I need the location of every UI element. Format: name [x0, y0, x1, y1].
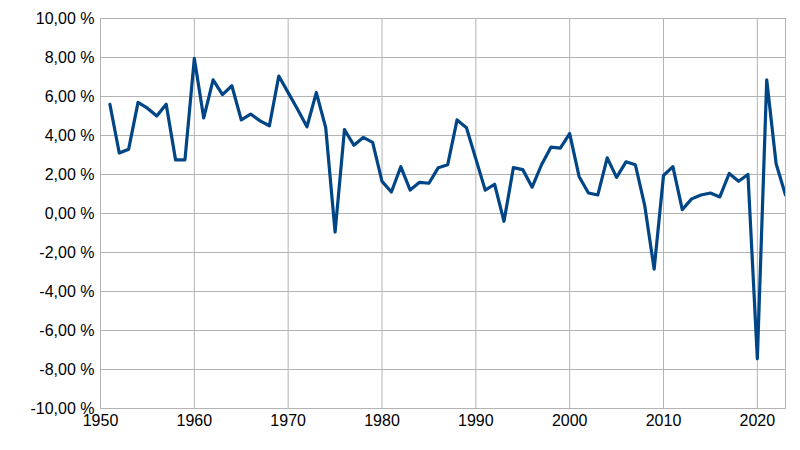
svg-text:1950: 1950	[83, 412, 119, 429]
svg-text:-8,00 %: -8,00 %	[39, 361, 94, 378]
svg-text:1960: 1960	[177, 412, 213, 429]
svg-text:-10,00 %: -10,00 %	[30, 399, 95, 417]
svg-text:1990: 1990	[458, 412, 494, 429]
svg-text:-2,00 %: -2,00 %	[39, 244, 94, 261]
svg-text:-4,00 %: -4,00 %	[39, 283, 94, 300]
svg-text:0,00 %: 0,00 %	[45, 205, 95, 222]
svg-text:1980: 1980	[364, 412, 400, 429]
svg-text:1970: 1970	[270, 412, 306, 429]
svg-text:4,00 %: 4,00 %	[45, 127, 95, 144]
svg-text:6,00 %: 6,00 %	[45, 88, 95, 105]
svg-text:2000: 2000	[552, 412, 588, 429]
svg-text:10,00 %: 10,00 %	[36, 10, 95, 27]
svg-text:2,00 %: 2,00 %	[45, 166, 95, 183]
svg-text:2010: 2010	[646, 412, 682, 429]
svg-text:2020: 2020	[740, 412, 776, 429]
svg-text:-6,00 %: -6,00 %	[39, 322, 94, 339]
svg-text:8,00 %: 8,00 %	[45, 49, 95, 66]
